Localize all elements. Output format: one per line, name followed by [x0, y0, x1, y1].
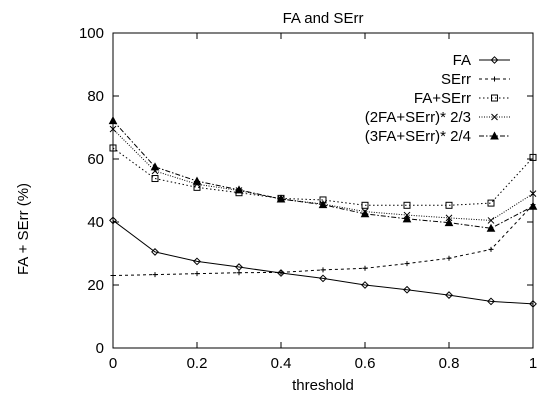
- y-axis-label: FA + SErr (%): [15, 183, 32, 275]
- x-tick-label: 0.2: [187, 355, 208, 372]
- series-line: [112, 204, 534, 277]
- plot-area: 0 0.2 0.4 0.6 0.8 1 0 20 40 60 80 100 FA SErr FA+SErr (…: [79, 25, 538, 372]
- data-point: [318, 200, 328, 209]
- legend-marker: [490, 131, 499, 140]
- data-point: [109, 144, 117, 152]
- data-point: [320, 267, 326, 273]
- series-line: [112, 147, 534, 206]
- legend-label: SErr: [441, 71, 471, 88]
- data-point: [193, 257, 201, 266]
- data-point: [108, 116, 118, 125]
- data-point: [487, 199, 495, 207]
- chart-title: FA and SErr: [283, 10, 364, 27]
- series-1: [109, 216, 537, 308]
- data-point: [151, 175, 159, 183]
- x-tick-label: 0: [109, 355, 117, 372]
- data-point: [486, 223, 496, 232]
- data-point: [529, 190, 537, 198]
- x-tick-label: 0.6: [355, 355, 376, 372]
- data-point: [151, 248, 159, 256]
- y-tick-label: 0: [96, 340, 104, 357]
- data-point: [528, 201, 538, 210]
- y-tick-label: 80: [87, 88, 104, 105]
- data-point: [361, 281, 369, 289]
- x-tick-label: 0.8: [439, 355, 460, 372]
- y-tick-label: 40: [87, 214, 104, 231]
- data-point: [445, 291, 453, 299]
- y-tick-label: 100: [79, 25, 104, 42]
- legend-label: FA: [453, 52, 471, 69]
- data-point: [404, 261, 410, 267]
- plot-frame: [112, 32, 534, 349]
- series-line: [112, 220, 534, 305]
- series-3: [109, 144, 537, 209]
- legend-marker: [491, 113, 498, 121]
- data-point: [445, 214, 453, 222]
- legend-label: FA+SErr: [414, 90, 471, 107]
- data-point: [276, 194, 286, 203]
- y-tick-label: 20: [87, 277, 104, 294]
- data-point: [445, 201, 453, 209]
- x-tick-label: 0.4: [271, 355, 292, 372]
- data-point: [236, 270, 242, 276]
- data-point: [487, 297, 495, 306]
- data-point: [110, 273, 116, 279]
- data-point: [319, 274, 327, 283]
- data-point: [487, 217, 495, 224]
- data-point: [150, 162, 160, 171]
- legend-label: (3FA+SErr)* 2/4: [365, 128, 471, 145]
- data-point: [488, 246, 494, 252]
- x-axis-label: threshold: [292, 377, 354, 394]
- data-point: [194, 271, 200, 277]
- data-point: [361, 201, 369, 209]
- series-5: [108, 116, 538, 232]
- x-tick-label: 1: [529, 355, 537, 372]
- legend-label: (2FA+SErr)* 2/3: [365, 109, 471, 126]
- data-point: [529, 299, 537, 308]
- data-point: [278, 269, 284, 275]
- data-point: [360, 209, 370, 218]
- data-point: [444, 218, 454, 227]
- data-point: [109, 216, 117, 225]
- data-point: [403, 201, 411, 209]
- data-point: [152, 272, 158, 278]
- data-point: [109, 125, 117, 133]
- data-point: [446, 255, 452, 261]
- series-2: [110, 202, 536, 279]
- series-4: [109, 125, 537, 224]
- data-point: [403, 285, 411, 294]
- legend-marker: [490, 56, 499, 64]
- y-tick-label: 60: [87, 151, 104, 168]
- data-point: [192, 176, 202, 185]
- legend-marker: [491, 94, 498, 102]
- data-point: [234, 185, 244, 194]
- data-point: [529, 153, 537, 161]
- legend-marker: [492, 76, 497, 82]
- legend: FA SErr FA+SErr (2FA+SErr)* 2/3 (3FA+SErr)* …: [365, 52, 510, 145]
- data-point: [402, 214, 412, 223]
- data-point: [362, 265, 368, 271]
